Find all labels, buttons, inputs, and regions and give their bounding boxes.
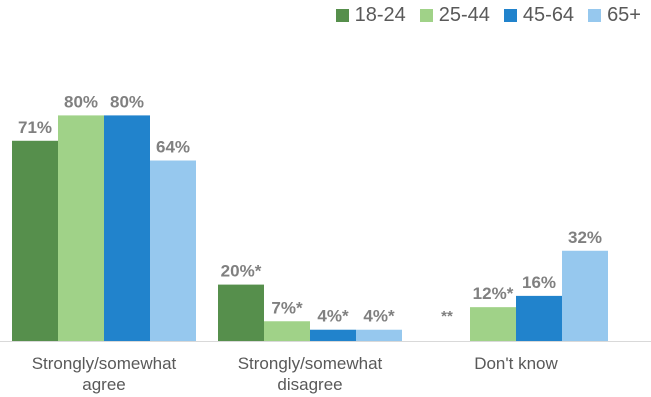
category-label-agree-line2: agree (82, 375, 125, 394)
bar-dont-know-45-64 (516, 295, 562, 341)
legend-label-25-44: 25-44 (438, 4, 490, 26)
data-label-disagree-65-plus: 4%* (363, 307, 395, 326)
data-label-agree-65-plus: 64% (156, 138, 190, 157)
bar-agree-45-64 (104, 115, 150, 342)
data-label-agree-45-64: 80% (110, 92, 144, 111)
bar-agree-65-plus (150, 160, 196, 341)
data-label-disagree-45-64: 4%* (317, 307, 349, 326)
bar-disagree-18-24 (218, 284, 264, 341)
data-label-disagree-18-24: 20%* (221, 262, 262, 281)
legend-swatch-45-64 (503, 9, 517, 22)
category-label-disagree-line2: disagree (277, 375, 342, 394)
legend-item-25-44: 25-44 (419, 4, 490, 27)
bar-dont-know-25-44 (470, 307, 516, 341)
chart-legend: 18-24 25-44 45-64 65+ (335, 4, 641, 27)
data-label-disagree-25-44: 7%* (271, 298, 303, 317)
data-label-dont-know-65-plus: 32% (568, 228, 602, 247)
data-label-agree-18-24: 71% (18, 118, 52, 137)
data-label-dont-know-45-64: 16% (522, 273, 556, 292)
legend-item-45-64: 45-64 (503, 4, 575, 27)
legend-swatch-25-44 (419, 9, 433, 22)
bar-agree-25-44 (58, 115, 104, 342)
legend-item-18-24: 18-24 (335, 4, 406, 27)
legend-swatch-18-24 (335, 9, 349, 22)
bar-disagree-65-plus (356, 329, 402, 341)
bar-agree-18-24 (12, 140, 58, 341)
bar-disagree-25-44 (264, 321, 310, 341)
bar-disagree-45-64 (310, 329, 356, 341)
category-label-dont-know: Don't know (474, 354, 558, 373)
data-label-agree-25-44: 80% (64, 92, 98, 111)
data-label-dont-know-25-44: 12%* (473, 284, 514, 303)
data-label-dont-know-18-24: ** (441, 308, 453, 325)
legend-label-18-24: 18-24 (354, 4, 406, 26)
category-label-agree: Strongly/somewhat (32, 354, 177, 373)
legend-swatch-65-plus (588, 9, 602, 22)
category-label-disagree: Strongly/somewhat (238, 354, 383, 373)
bar-dont-know-65-plus (562, 250, 608, 341)
legend-label-45-64: 45-64 (522, 4, 575, 26)
legend-item-65-plus: 65+ (588, 4, 641, 27)
legend-label-65-plus: 65+ (607, 4, 641, 26)
